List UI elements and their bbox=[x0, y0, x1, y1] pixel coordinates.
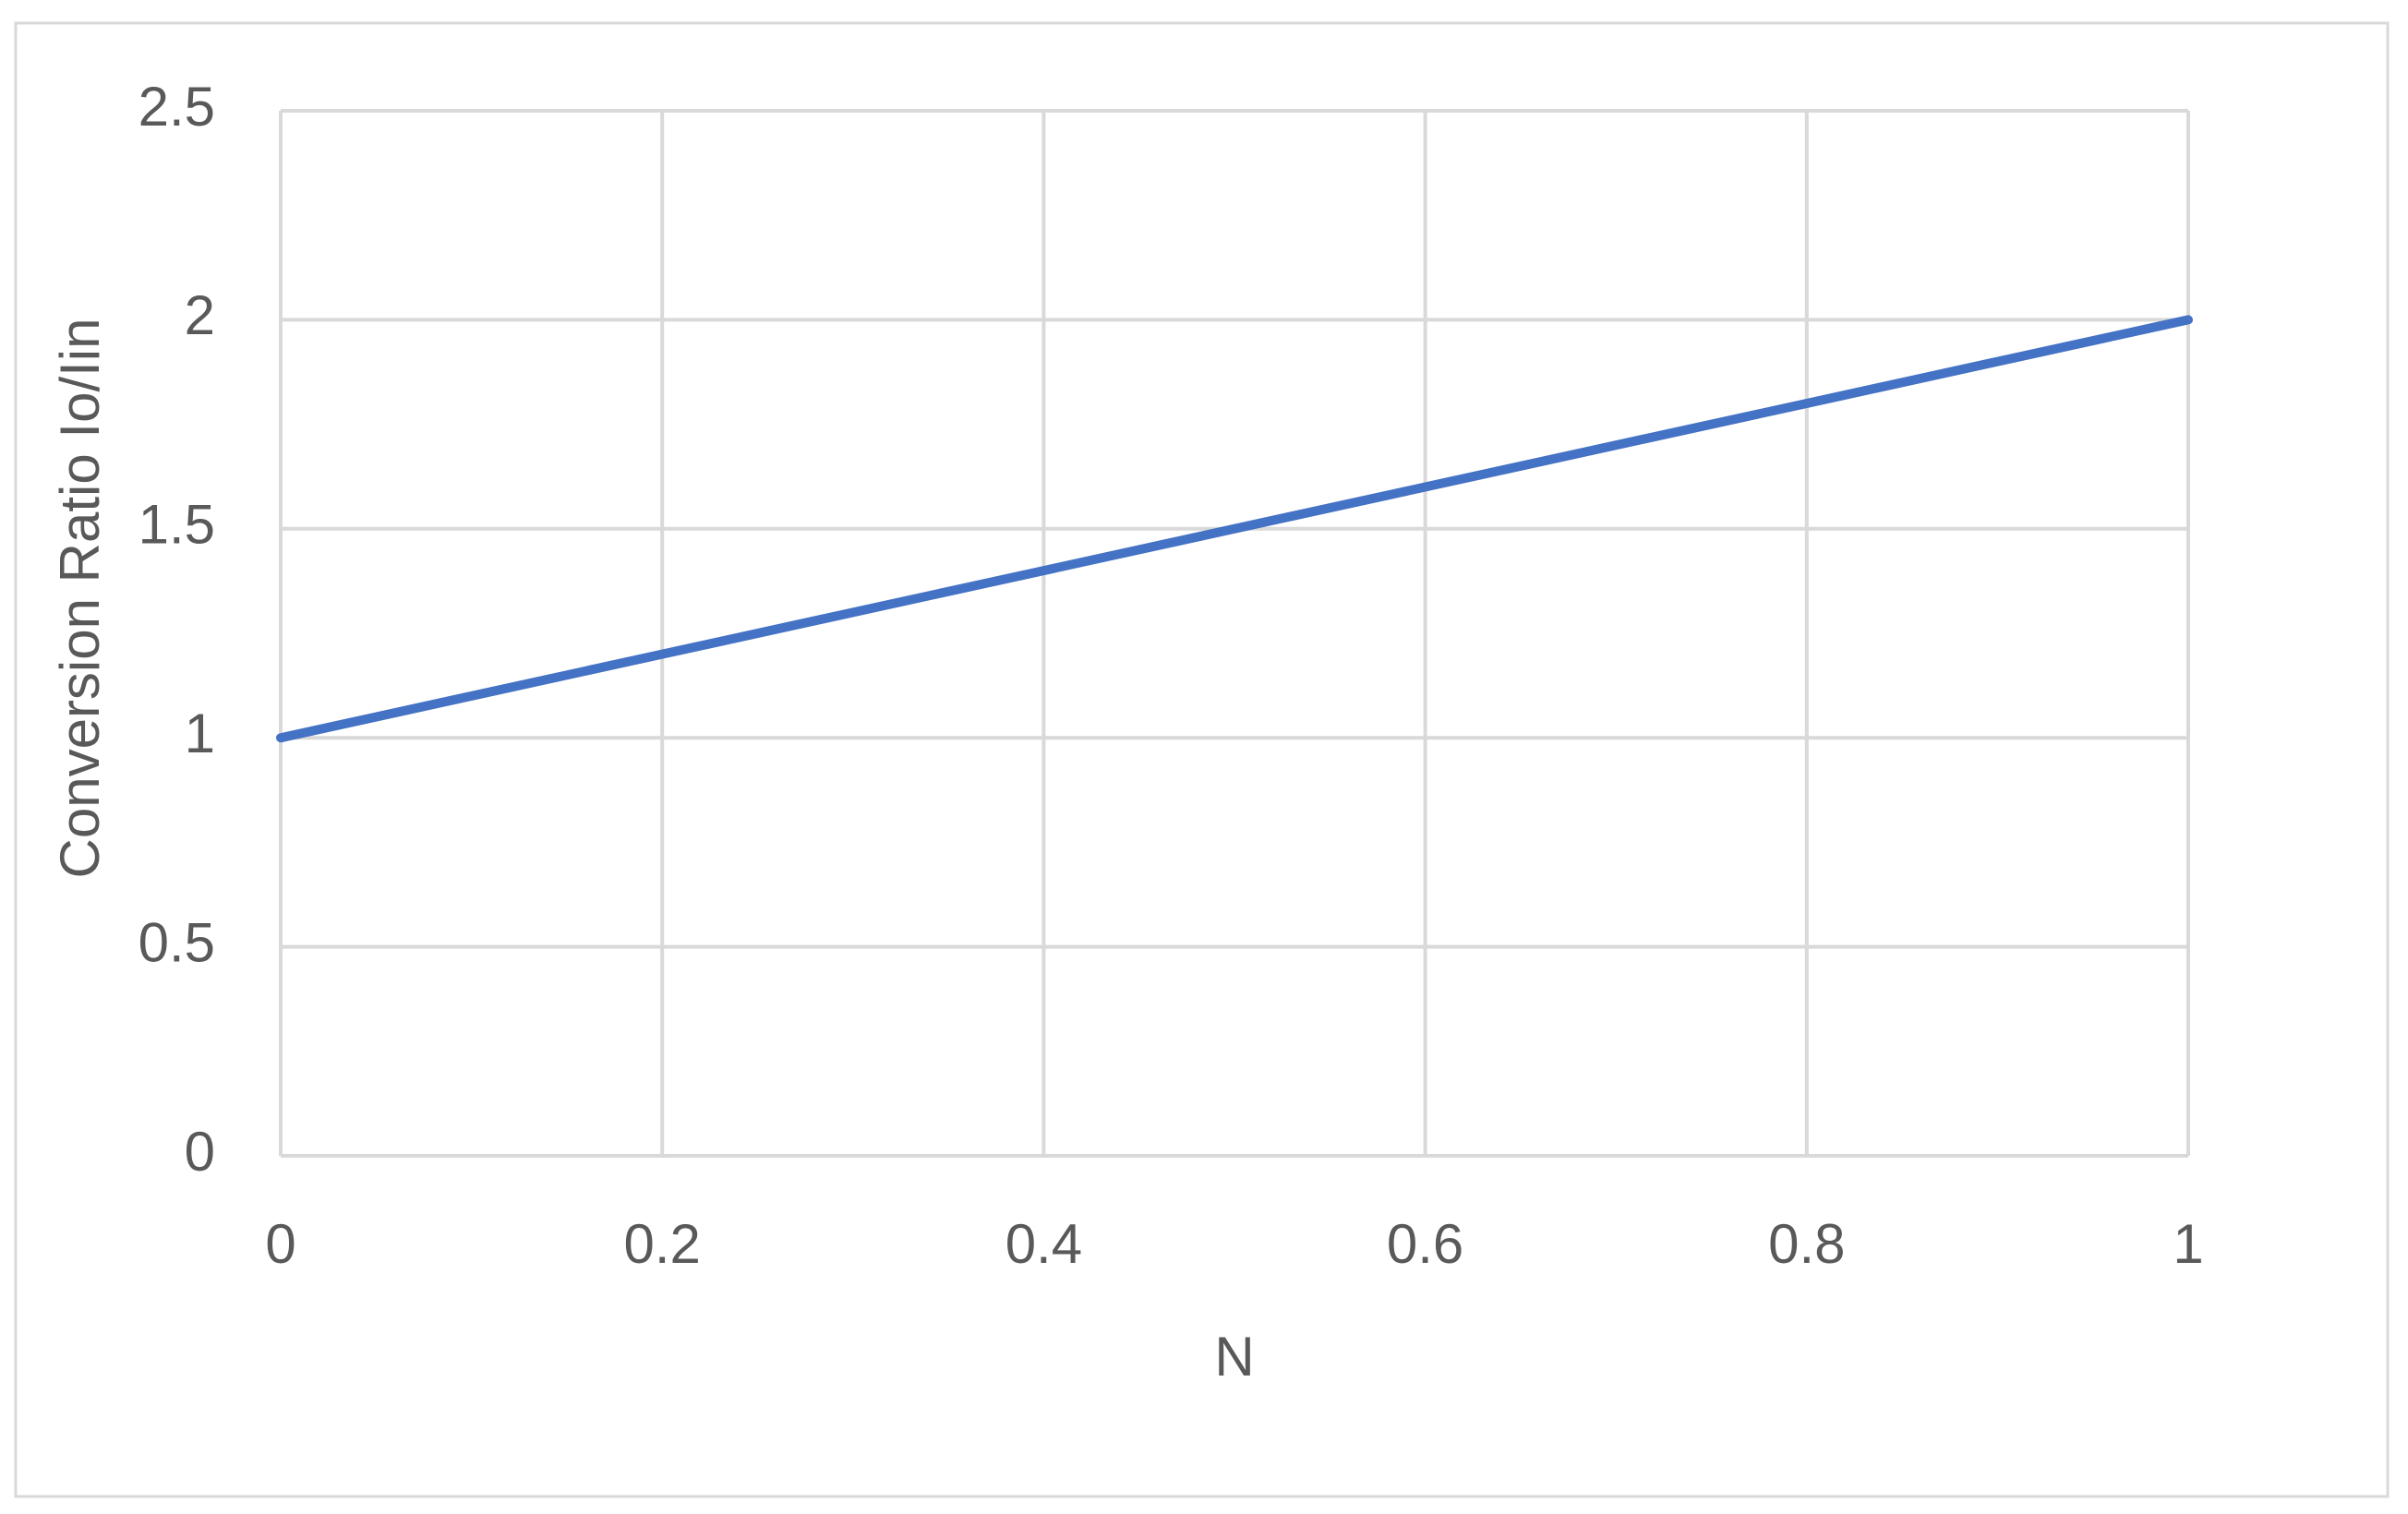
y-tick-label: 0.5 bbox=[138, 911, 215, 973]
y-tick-label: 2.5 bbox=[138, 76, 215, 138]
data-line bbox=[276, 315, 2193, 743]
x-tick-label: 0.4 bbox=[1005, 1213, 1082, 1275]
x-tick-label: 0.8 bbox=[1768, 1213, 1845, 1275]
x-tick-label: 0 bbox=[265, 1213, 295, 1275]
y-tick-label: 2 bbox=[185, 284, 215, 346]
y-axis-label: Conversion Ratio Io/Iin bbox=[49, 318, 111, 879]
x-tick-label: 0.2 bbox=[623, 1213, 700, 1275]
y-tick-label: 1.5 bbox=[138, 494, 215, 556]
x-tick-label: 0.6 bbox=[1387, 1213, 1463, 1275]
x-tick-label: 1 bbox=[2173, 1213, 2203, 1275]
y-tick-label: 1 bbox=[185, 703, 215, 764]
chart-border bbox=[14, 21, 2390, 1498]
y-tick-label: 0 bbox=[185, 1121, 215, 1183]
x-axis-label: N bbox=[1214, 1326, 1254, 1388]
